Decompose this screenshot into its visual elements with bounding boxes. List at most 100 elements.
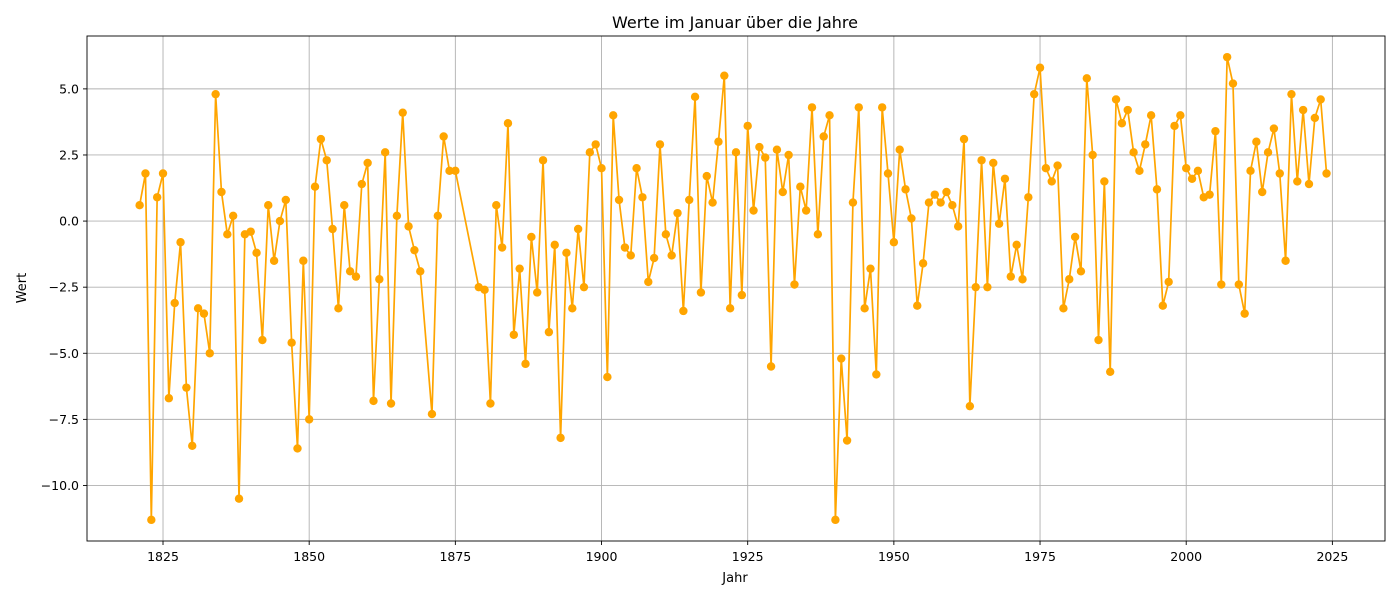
data-point (1006, 272, 1015, 281)
data-point (556, 433, 565, 443)
data-point (614, 195, 624, 205)
data-point (1258, 187, 1267, 197)
series-line (138, 56, 1328, 521)
data-point (135, 201, 144, 210)
data-point (626, 251, 635, 260)
data-point (901, 185, 910, 194)
data-point (375, 275, 384, 284)
x-tick-label: 2000 (1170, 549, 1202, 564)
data-point (293, 444, 302, 453)
data-point (597, 164, 606, 173)
data-point (299, 256, 308, 265)
data-point (679, 306, 688, 316)
data-point (287, 338, 296, 347)
data-point (205, 349, 214, 358)
data-point (1018, 275, 1027, 284)
y-tick-label: −7.5 (49, 412, 79, 427)
data-point (562, 248, 571, 258)
data-point (1275, 169, 1284, 178)
data-point (913, 301, 922, 310)
chart-title: Werte im Januar über die Jahre (612, 13, 858, 32)
data-point (1024, 193, 1033, 202)
data-point (281, 195, 290, 205)
data-point (258, 335, 267, 345)
data-point (790, 280, 799, 289)
data-point (234, 494, 244, 503)
data-point (1304, 179, 1314, 189)
data-point (953, 222, 963, 231)
data-point (889, 238, 899, 247)
data-point (217, 187, 226, 197)
data-point (755, 142, 764, 152)
data-point (1053, 161, 1062, 170)
data-point (345, 267, 355, 276)
data-point (1100, 177, 1109, 186)
data-point (573, 224, 583, 234)
plot-frame (86, 35, 1386, 542)
data-point (977, 156, 986, 165)
data-point (609, 111, 618, 120)
data-point (632, 164, 641, 173)
data-point (275, 216, 285, 226)
data-point (708, 198, 717, 207)
data-point (1000, 174, 1010, 183)
data-point (936, 198, 945, 207)
data-point (445, 166, 454, 176)
data-point (1246, 166, 1255, 176)
data-point (673, 208, 682, 218)
data-point (1234, 280, 1244, 289)
data-point (579, 282, 589, 292)
data-point (1287, 89, 1296, 99)
data-point (193, 304, 203, 313)
data-point (351, 272, 361, 281)
data-point (1222, 52, 1232, 62)
data-point (334, 304, 343, 313)
data-point (433, 211, 443, 220)
x-tick-label: 1850 (293, 549, 325, 564)
data-point (948, 201, 957, 210)
data-point (661, 230, 671, 239)
data-point (667, 251, 676, 260)
x-tick-label: 1900 (586, 549, 618, 564)
data-point (1152, 185, 1162, 194)
data-point (357, 179, 366, 189)
data-point (1164, 277, 1173, 287)
data-point (1316, 95, 1325, 104)
data-point (451, 166, 460, 176)
data-point (895, 145, 904, 154)
data-point (310, 182, 320, 191)
data-point (872, 370, 881, 379)
data-point (427, 409, 437, 419)
data-point (1170, 121, 1179, 131)
data-point (269, 256, 279, 265)
data-point (1106, 367, 1115, 376)
data-point (778, 187, 787, 197)
data-point (989, 158, 998, 168)
data-point (942, 187, 951, 197)
y-tick-label: 2.5 (59, 147, 79, 162)
x-tick-label: 1875 (439, 549, 471, 564)
data-point (749, 206, 758, 215)
data-point (211, 89, 220, 99)
data-point (690, 92, 700, 102)
data-point (1252, 137, 1261, 146)
data-point (1193, 166, 1203, 176)
y-tick-label: −2.5 (49, 280, 79, 295)
data-point (1065, 275, 1074, 284)
data-point (854, 103, 863, 112)
y-tick-label: −5.0 (49, 346, 79, 361)
data-point (264, 201, 273, 210)
data-point (1217, 280, 1226, 289)
data-point (486, 399, 495, 408)
data-point (1228, 79, 1238, 88)
data-point (533, 288, 542, 297)
data-series (135, 52, 1331, 525)
data-point (930, 190, 939, 199)
data-point (1041, 164, 1051, 173)
data-point (369, 396, 378, 406)
data-point (304, 415, 314, 424)
data-point (766, 362, 776, 371)
data-point (1176, 111, 1185, 120)
data-point (866, 264, 875, 273)
